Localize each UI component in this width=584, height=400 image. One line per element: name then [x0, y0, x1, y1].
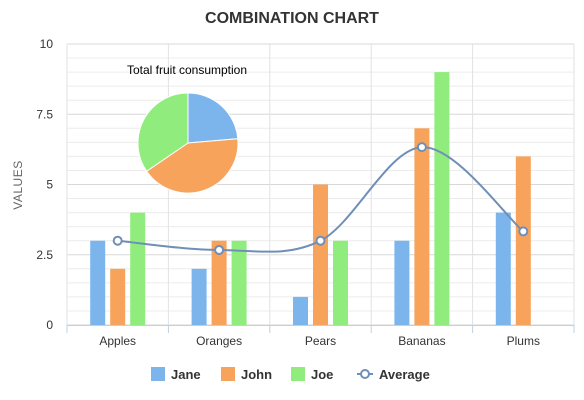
x-tick-label-oranges: Oranges — [196, 334, 242, 348]
bar-jane-oranges[interactable] — [191, 268, 207, 325]
pie-slice-joe[interactable] — [137, 92, 189, 172]
legend-item-john[interactable]: John — [221, 367, 272, 382]
bar-joe-oranges[interactable] — [231, 240, 247, 325]
legend-label-jane: Jane — [171, 367, 201, 382]
average-point-oranges[interactable] — [214, 244, 225, 255]
bar-joe-pears[interactable] — [333, 240, 348, 325]
pie-slice-jane[interactable] — [187, 92, 239, 144]
legend-label-joe: Joe — [311, 367, 333, 382]
bar-joe-bananas[interactable] — [434, 72, 450, 325]
legend-swatch-john — [221, 367, 235, 381]
average-point-apples[interactable] — [112, 235, 123, 246]
bar-john-plums[interactable] — [515, 156, 531, 325]
pie-label: Total fruit consumption — [127, 63, 247, 77]
bar-john-bananas[interactable] — [414, 128, 430, 325]
legend-marker-average — [360, 369, 370, 379]
x-tick-label-apples: Apples — [99, 334, 136, 348]
average-point-bananas[interactable] — [416, 142, 427, 153]
y-tick-label: 0 — [46, 318, 53, 332]
bar-series-john — [110, 128, 531, 325]
bar-jane-bananas[interactable] — [394, 240, 410, 325]
bar-jane-pears[interactable] — [293, 296, 308, 325]
x-tick-label-pears: Pears — [305, 334, 336, 348]
chart-title: COMBINATION CHART — [205, 10, 379, 27]
y-tick-label: 7.5 — [36, 107, 53, 121]
y-tick-label: 10 — [40, 37, 54, 51]
average-point-plums[interactable] — [518, 226, 529, 237]
average-line-group — [112, 142, 529, 255]
bar-series-jane — [90, 212, 511, 325]
y-tick-label: 2.5 — [36, 248, 53, 262]
legend-swatch-jane — [151, 367, 165, 381]
legend-item-average[interactable]: Average — [357, 367, 430, 382]
legend: Jane John Joe Average — [151, 367, 430, 382]
y-tick-label: 5 — [46, 178, 53, 192]
average-point-pears[interactable] — [315, 235, 326, 246]
bar-jane-plums[interactable] — [495, 212, 511, 325]
y-axis-title: VALUES — [11, 160, 25, 209]
x-tick-label-plums: Plums — [507, 334, 540, 348]
x-tick-label-bananas: Bananas — [398, 334, 445, 348]
bar-john-pears[interactable] — [313, 184, 328, 326]
legend-label-average: Average — [379, 367, 430, 382]
legend-item-jane[interactable]: Jane — [151, 367, 201, 382]
legend-label-john: John — [241, 367, 272, 382]
bar-jane-apples[interactable] — [90, 240, 106, 325]
bar-series-group — [90, 72, 531, 325]
pie-chart — [137, 92, 239, 194]
bar-joe-apples[interactable] — [130, 212, 146, 325]
pie-slice-john[interactable] — [146, 138, 239, 194]
bar-john-apples[interactable] — [110, 268, 126, 325]
bar-series-joe — [130, 72, 450, 325]
axes: 0 2.5 5 7.5 10 Apples Oranges Pears Bananas Plums — [36, 37, 575, 348]
legend-swatch-joe — [291, 367, 305, 381]
bar-john-oranges[interactable] — [211, 240, 227, 325]
legend-item-joe[interactable]: Joe — [291, 367, 333, 382]
